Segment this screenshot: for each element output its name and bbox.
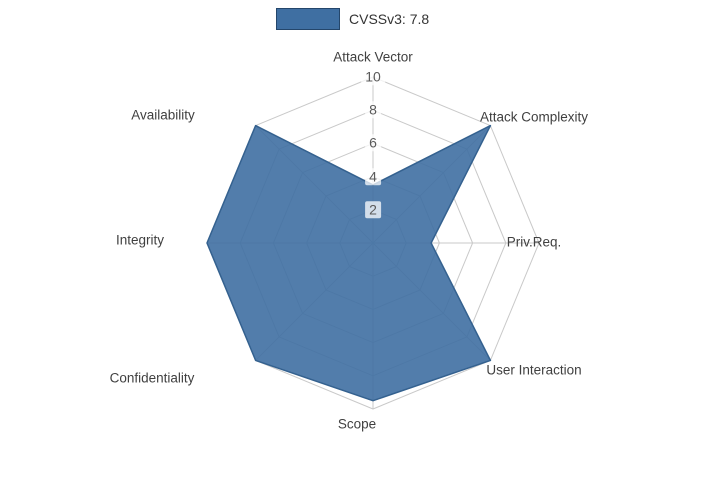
axis-label-confidentiality: Confidentiality <box>109 370 195 386</box>
radial-tick-4: 4 <box>365 168 381 186</box>
radial-tick-2: 2 <box>365 201 381 219</box>
axis-label-integrity: Integrity <box>115 232 165 248</box>
radial-tick-8: 8 <box>365 101 381 119</box>
radial-tick-10: 10 <box>361 68 385 86</box>
legend-label: CVSSv3: 7.8 <box>349 11 430 27</box>
axis-label-attack-vector: Attack Vector <box>333 49 413 65</box>
radial-tick-6: 6 <box>365 134 381 152</box>
axis-label-user-interaction: User Interaction <box>486 362 582 378</box>
axis-label-attack-complexity: Attack Complexity <box>479 109 589 125</box>
legend-item[interactable]: CVSSv3: 7.8 <box>276 8 429 30</box>
axis-label-scope: Scope <box>337 416 377 432</box>
axis-label-availability: Availability <box>131 107 195 123</box>
legend-swatch-icon <box>276 8 340 30</box>
axis-label-priv-req: Priv.Req. <box>506 234 562 250</box>
